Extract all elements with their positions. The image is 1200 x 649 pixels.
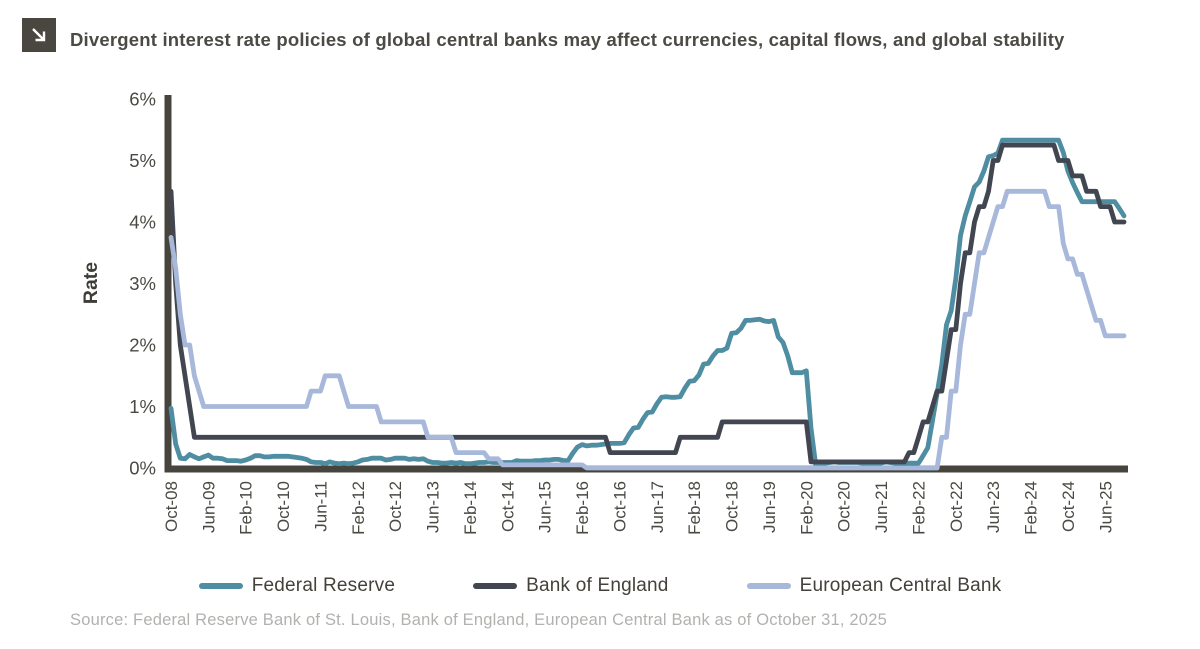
y-axis-label: Rate [80,262,102,304]
x-tick-label: Jun-13 [424,481,443,533]
x-tick-label: Oct-10 [274,481,293,532]
x-tick-label: Oct-18 [723,481,742,532]
source-note: Source: Federal Reserve Bank of St. Loui… [70,611,887,629]
x-tick-label: Oct-20 [835,481,854,532]
x-tick-label: Jun-21 [872,481,891,533]
legend: Federal Reserve Bank of England European C… [0,575,1200,597]
x-tick-label: Feb-12 [349,481,368,535]
series-european-central-bank [168,188,1127,471]
y-tick-label: 3% [129,273,156,294]
arrow-down-right-glyph [32,28,46,42]
x-tick-label: Jun-17 [648,481,667,533]
x-tick-label: Jun-09 [199,481,218,533]
legend-item-european-central-bank: European Central Bank [746,575,1002,597]
y-tick-label: 0% [129,458,156,479]
x-tick-label: Feb-14 [461,481,480,535]
x-tick-label: Oct-14 [498,481,517,532]
legend-swatch [746,583,791,589]
x-tick-label: Feb-20 [797,481,816,535]
legend-swatch [198,583,243,589]
x-tick-label: Feb-10 [237,481,256,535]
legend-item-bank-of-england: Bank of England [473,575,668,597]
legend-label: Bank of England [526,575,669,596]
x-tick-label: Jun-11 [311,481,330,532]
chart-title: Divergent interest rate policies of glob… [70,29,1065,50]
plot-area: 0% 1% 2% 3% 4% 5% 6% Oct-08 Jun-09 Feb-10 Oct-10 Ju… [129,89,1128,535]
y-tick-label: 2% [129,335,156,356]
x-tick-label: Jun-23 [984,481,1003,533]
y-tick-label: 5% [129,150,156,171]
legend-swatch [473,583,518,589]
x-tick-label: Jun-19 [760,481,779,533]
legend-label: European Central Bank [799,575,1002,596]
x-tick-label: Jun-15 [536,481,555,533]
y-tick-label: 4% [129,212,156,233]
x-tick-label: Oct-12 [386,481,405,532]
series-bank-of-england [168,142,1127,465]
x-tick-label: Jun-25 [1096,481,1115,533]
x-tick-label: Oct-22 [947,481,966,532]
x-tick-label: Feb-18 [685,481,704,535]
x-tick-label: Feb-24 [1022,481,1041,535]
x-tick-label: Feb-22 [909,481,928,535]
x-tick-label: Oct-08 [162,481,181,532]
y-tick-label: 6% [129,89,156,110]
arrow-down-right-icon [22,18,56,52]
x-tick-label: Oct-24 [1059,481,1078,532]
y-tick-label: 1% [129,396,156,417]
x-tick-label: Feb-16 [573,481,592,535]
x-tick-label: Oct-16 [610,481,629,532]
legend-label: Federal Reserve [251,575,396,596]
legend-item-federal-reserve: Federal Reserve [198,575,396,597]
series-federal-reserve [168,137,1127,468]
